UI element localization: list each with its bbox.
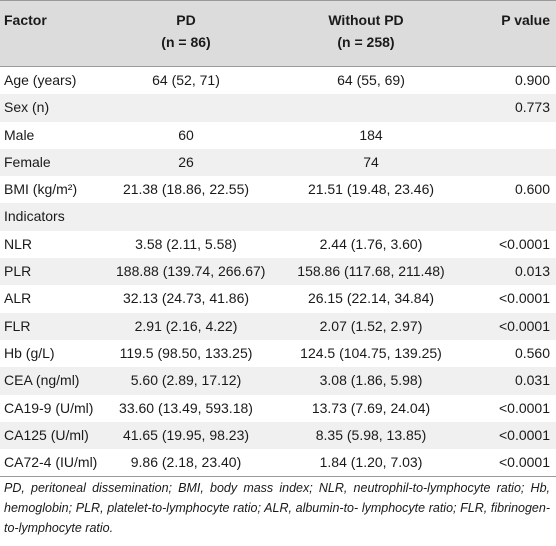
table-row: Hb (g/L) 119.5 (98.50, 133.25) 124.5 (104.… [0,340,556,367]
table-row: Male 60 184 [0,122,556,149]
row-pd: 21.38 (18.86, 22.55) [122,181,250,198]
row-pd: 33.60 (13.49, 593.18) [119,399,253,416]
header-pd-n: (n = 86) [161,34,211,50]
row-factor: Sex (n) [4,99,50,116]
header-pd: PD (n = 86) [116,9,256,53]
row-without-pd: 184 [359,126,383,143]
row-factor: FLR [4,317,31,334]
row-without-pd: 124.5 (104.75, 139.25) [300,344,442,361]
row-without-pd: 13.73 (7.69, 24.04) [311,399,431,416]
row-p-value: 0.560 [514,344,550,361]
row-pd: 60 [178,126,194,143]
row-without-pd: 2.44 (1.76, 3.60) [319,235,423,252]
table-row: PLR 188.88 (139.74, 266.67) 158.86 (117.68… [0,258,556,286]
row-p-value: 0.031 [514,372,550,389]
table-row: CA72-4 (IU/ml) 9.86 (2.18, 23.40) 1.84 (1.… [0,449,556,476]
row-factor: Hb (g/L) [4,344,55,361]
row-factor: CA125 (U/ml) [4,426,89,443]
row-factor: Age (years) [4,72,77,88]
row-pd: 2.91 (2.16, 4.22) [134,317,238,334]
row-p-value: <0.0001 [499,317,550,334]
table-row: Age (years) 64 (52, 71) 64 (55, 69) 0.900 [0,67,556,94]
row-factor: BMI (kg/m²) [4,181,78,198]
table-row: NLR 3.58 (2.11, 5.58) 2.44 (1.76, 3.60) <0.… [0,231,556,258]
row-p-value: <0.0001 [499,235,550,252]
row-pd: 5.60 (2.89, 17.12) [130,372,242,389]
row-factor: CEA (ng/ml) [4,372,80,389]
row-factor: Indicators [4,208,65,225]
row-without-pd: 8.35 (5.98, 13.85) [315,426,427,443]
table-row: FLR 2.91 (2.16, 4.22) 2.07 (1.52, 2.97) <0.… [0,312,556,340]
header-without-pd-label: Without PD [328,12,404,28]
row-p-value: <0.0001 [499,454,550,471]
row-p-value: 0.900 [514,72,550,88]
row-without-pd: 74 [363,153,379,170]
row-without-pd: 3.08 (1.86, 5.98) [319,372,423,389]
row-pd: 9.86 (2.18, 23.40) [130,454,242,471]
row-pd: 41.65 (19.95, 98.23) [122,426,250,443]
header-p-value: P value [501,12,550,28]
row-p-value: <0.0001 [499,290,550,307]
row-pd: 188.88 (139.74, 266.67) [116,263,266,280]
row-without-pd: 26.15 (22.14, 34.84) [307,290,435,307]
row-pd: 32.13 (24.73, 41.86) [122,290,250,307]
header-factor: Factor [4,12,47,28]
row-p-value: 0.013 [514,263,550,280]
table-row: CA19-9 (U/ml) 33.60 (13.49, 593.18) 13.73 … [0,395,556,422]
table-bottom-rule [0,476,556,478]
table-row: Sex (n) 0.773 [0,94,556,122]
table-row: CEA (ng/ml) 5.60 (2.89, 17.12) 3.08 (1.86,… [0,367,556,395]
header-pd-label: PD [176,12,196,28]
row-factor: NLR [4,235,33,252]
row-factor: PLR [4,263,32,280]
row-without-pd: 64 (55, 69) [337,72,405,88]
row-pd: 64 (52, 71) [152,72,220,88]
row-p-value: 0.600 [514,181,550,198]
table-row: CA125 (U/ml) 41.65 (19.95, 98.23) 8.35 (5.… [0,421,556,450]
row-factor: Male [4,126,35,143]
row-pd: 3.58 (2.11, 5.58) [135,235,237,252]
table-row: Female 26 74 [0,148,556,177]
table-row: Indicators [0,203,556,231]
row-p-value: 0.773 [514,99,550,116]
table-row: ALR 32.13 (24.73, 41.86) 26.15 (22.14, 34.… [0,285,556,312]
header-without-pd: Without PD (n = 258) [296,9,436,53]
data-table: Factor PD (n = 86) Without PD (n = 258) … [0,0,556,478]
row-without-pd: 158.86 (117.68, 211.48) [297,263,445,280]
table-row: BMI (kg/m²) 21.38 (18.86, 22.55) 21.51 (19… [0,176,556,203]
header-without-pd-n: (n = 258) [337,34,395,50]
table-body: Age (years) 64 (52, 71) 64 (55, 69) 0.900 Se… [0,67,556,476]
row-without-pd: 21.51 (19.48, 23.46) [307,181,435,198]
row-without-pd: 1.84 (1.20, 7.03) [319,454,423,471]
row-factor: CA19-9 (U/ml) [4,399,94,416]
row-without-pd: 2.07 (1.52, 2.97) [319,317,423,334]
row-p-value: <0.0001 [499,399,550,416]
row-pd: 26 [178,153,194,170]
row-factor: Female [4,153,51,170]
row-factor: ALR [4,290,32,307]
row-factor: CA72-4 (IU/ml) [4,454,98,471]
row-pd: 119.5 (98.50, 133.25) [119,344,253,361]
table-footnote: PD, peritoneal dissemination; BMI, body … [4,481,550,535]
row-p-value: <0.0001 [499,426,550,443]
table-header: Factor PD (n = 86) Without PD (n = 258) … [0,0,556,67]
